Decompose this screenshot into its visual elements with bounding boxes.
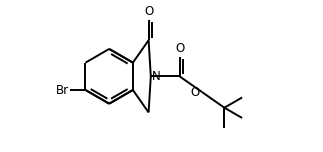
Text: O: O	[175, 42, 184, 55]
Text: N: N	[152, 70, 161, 83]
Text: Br: Br	[56, 83, 69, 97]
Text: O: O	[144, 5, 153, 18]
Text: O: O	[191, 86, 200, 98]
